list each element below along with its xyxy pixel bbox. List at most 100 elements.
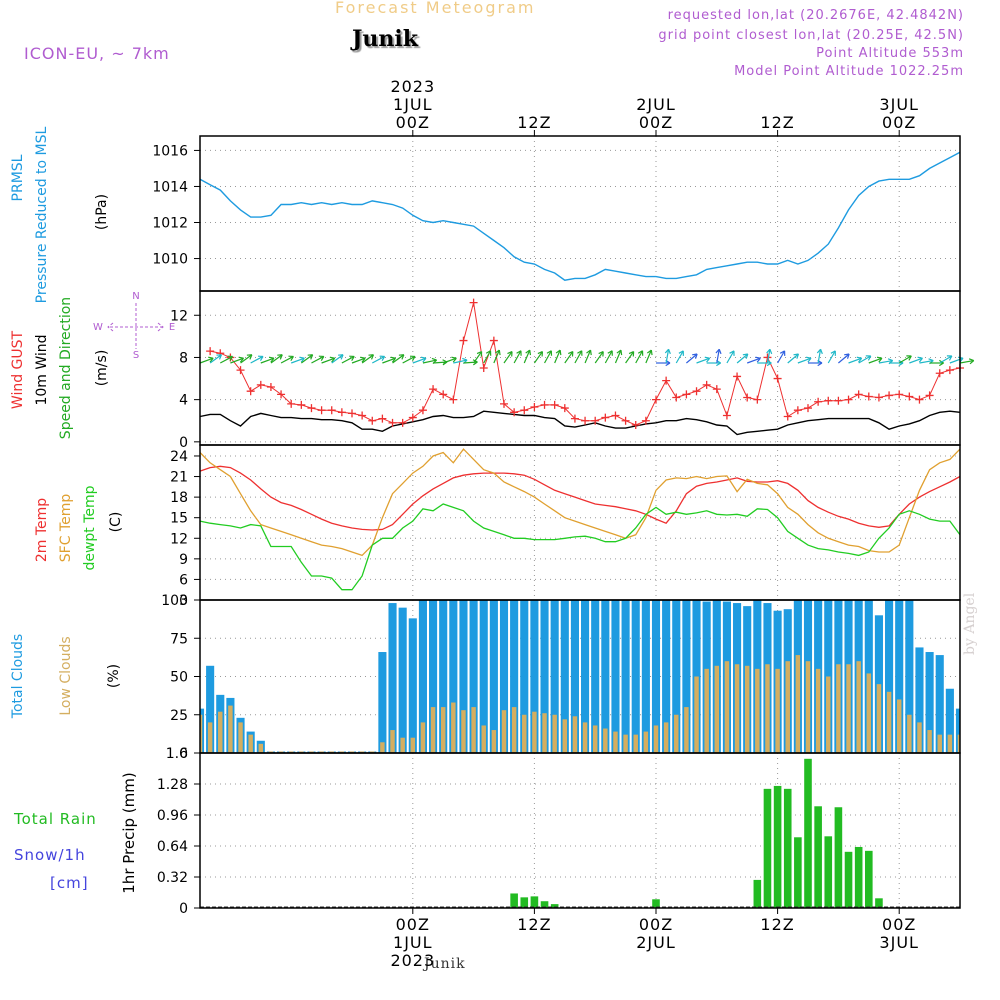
y-tick-label: 50 [170,670,188,686]
low-clouds-bar [329,751,334,753]
wind-gust-marker [570,414,579,423]
x-tick-label-top: 12Z [517,113,551,132]
wind-gust-marker [611,411,620,420]
wind-gust-marker [925,391,934,400]
wind-direction-arrowhead [451,356,457,363]
wind-direction-arrow [442,357,457,364]
x-tick-label-bottom: 1JUL [393,933,433,952]
x-tick-label-bottom: 00Z [396,915,430,934]
total-clouds-bar [945,688,954,753]
wind-direction-arrow [858,355,872,364]
rain-bar [875,898,883,908]
wind-direction-arrowhead [238,356,245,363]
total-clouds-bar [388,603,397,753]
rain-label: Total Rain [13,810,97,828]
wind-direction-arrowhead [485,350,492,356]
panel-frame [199,752,961,909]
x-tick-label-bottom: 00Z [882,915,916,934]
rain-bar [844,851,853,908]
wind-direction-arrowhead [637,350,644,356]
x-tick-label-top: 3JUL [879,95,919,114]
wind-direction-arrowhead [664,348,671,355]
wind-direction-arrowhead [494,349,501,356]
low-clouds-bar [258,743,264,753]
low-clouds-bar [765,664,770,753]
wind-gust-marker [712,385,721,394]
y-tick-label: 75 [170,631,188,647]
wind-gust-marker [297,400,306,409]
wind-direction-arrowhead [329,356,336,363]
rain-bar [530,896,539,908]
wind-direction-arrow [919,359,934,364]
wind-direction-arrow [382,357,396,364]
compass-north: N [132,291,139,302]
total-clouds-bar [459,600,468,753]
y-tick-label: 1012 [152,216,188,232]
x-tick-label-bottom: 2JUL [636,933,676,952]
wind-direction-arrowhead [793,353,800,359]
low-clouds-bar [288,751,294,753]
compass-south: S [133,350,139,361]
wind-gust-marker [652,395,660,404]
wind-direction-arrow [300,354,314,364]
model-altitude: Model Point Altitude 1022.25m [734,64,964,79]
low-clouds-bar [896,699,902,753]
low-clouds-bar [937,734,942,753]
wind-direction-arrowhead [755,356,761,363]
point-altitude: Point Altitude 553m [816,46,964,61]
total-clouds-bar [631,600,640,753]
wind-direction-arrow [554,349,561,364]
total-clouds-bar [905,600,914,753]
wind-gust-marker [682,390,691,399]
wind-gust-marker [722,411,731,420]
pressure-label-short: PRMSL [10,154,26,201]
wind-gust-marker [560,404,569,413]
low-clouds-bar [643,731,649,753]
y-tick-label: 3 [179,593,188,609]
wind-direction-arrowhead [420,356,427,363]
low-clouds-bar [724,661,730,753]
low-clouds-bar [299,751,304,753]
wind-direction-arrowhead [917,356,923,363]
wind-gust-marker [935,369,944,378]
y-tick-label: 8 [179,350,188,366]
wind-direction-arrow [939,355,953,364]
wind-direction-arrow [453,359,468,364]
total-clouds-bar [601,600,610,753]
wind-gust-marker [307,404,316,413]
y-tick-label: 4 [179,393,188,409]
panel-frame [199,290,961,446]
low-clouds-label: Low Clouds [58,636,74,715]
wind-direction-arrowhead [968,358,975,365]
wind-direction-arrowhead [779,350,786,356]
wind-direction-arrow [402,355,416,364]
y-tick-label: 18 [170,490,188,506]
low-clouds-bar [866,673,872,753]
wind-direction-arrowhead [876,356,883,363]
wind-direction-arrow [878,359,893,364]
wind-direction-arrow [219,355,233,364]
low-clouds-bar [663,722,669,753]
low-clouds-bar [653,725,659,753]
wind-gust-marker [337,408,346,417]
low-clouds-bar [674,714,679,753]
low-clouds-bar [907,714,912,753]
wind-direction-arrowhead [288,355,294,362]
wind-direction-arrow [726,350,735,364]
wind-direction-arrowhead [577,350,583,356]
wind-direction-arrowhead [704,356,711,363]
wind-direction-arrowhead [844,353,850,359]
rain-bar [753,879,762,908]
y-tick-label: 100 [161,593,188,609]
wind-direction-arrowhead [216,354,223,360]
total-clouds-bar [206,665,215,753]
wind-gust-marker [702,380,711,389]
low-clouds-bar [957,734,960,753]
total-clouds-bar [570,600,579,753]
total-clouds-bar [408,618,417,753]
total-clouds-bar [449,600,458,753]
wind-direction-arrowhead [646,349,653,356]
total-clouds-bar [469,600,478,753]
rain-bar [773,785,782,908]
x-tick-label-top: 12Z [760,113,794,132]
